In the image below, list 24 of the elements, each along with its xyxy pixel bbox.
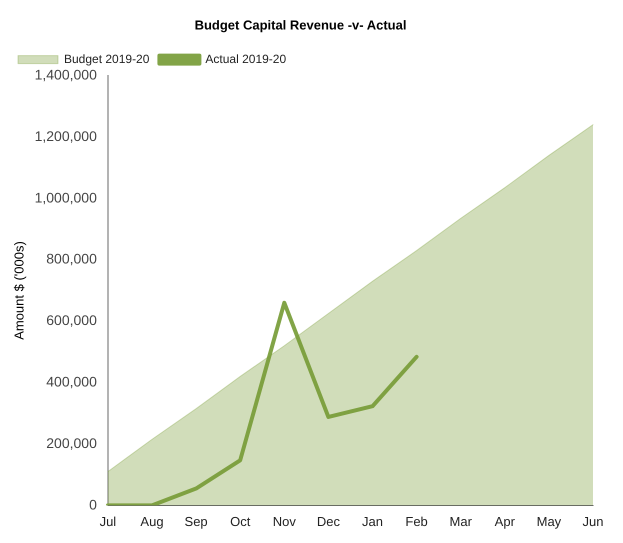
legend-label: Budget 2019-20 xyxy=(64,52,150,66)
y-axis-title: Amount $ ('000s) xyxy=(11,241,26,340)
x-tick-label: Mar xyxy=(450,514,473,529)
y-tick-label: 1,400,000 xyxy=(34,66,98,82)
legend-label: Actual 2019-20 xyxy=(205,52,286,66)
x-tick-label: Jul xyxy=(100,514,116,529)
x-tick-label: Oct xyxy=(230,514,251,529)
x-tick-label: Aug xyxy=(140,514,164,529)
chart-title: Budget Capital Revenue -v- Actual xyxy=(194,17,406,32)
x-tick-label: Apr xyxy=(494,514,516,529)
y-tick-label: 1,200,000 xyxy=(34,128,98,144)
y-tick-label: 200,000 xyxy=(46,434,98,451)
y-tick-label: 600,000 xyxy=(46,312,98,328)
y-tick-label: 800,000 xyxy=(46,250,98,267)
x-tick-label: Jan xyxy=(362,514,383,529)
x-tick-label: Feb xyxy=(405,514,428,529)
y-tick-label: 400,000 xyxy=(46,373,98,390)
x-tick-label: May xyxy=(536,514,562,529)
y-tick-label: 1,000,000 xyxy=(34,189,98,206)
y-tick-label: 0 xyxy=(89,496,98,512)
x-tick-label: Dec xyxy=(316,514,340,529)
x-tick-label: Jun xyxy=(582,514,604,529)
x-tick-label: Sep xyxy=(184,514,208,529)
x-tick-label: Nov xyxy=(272,514,296,529)
